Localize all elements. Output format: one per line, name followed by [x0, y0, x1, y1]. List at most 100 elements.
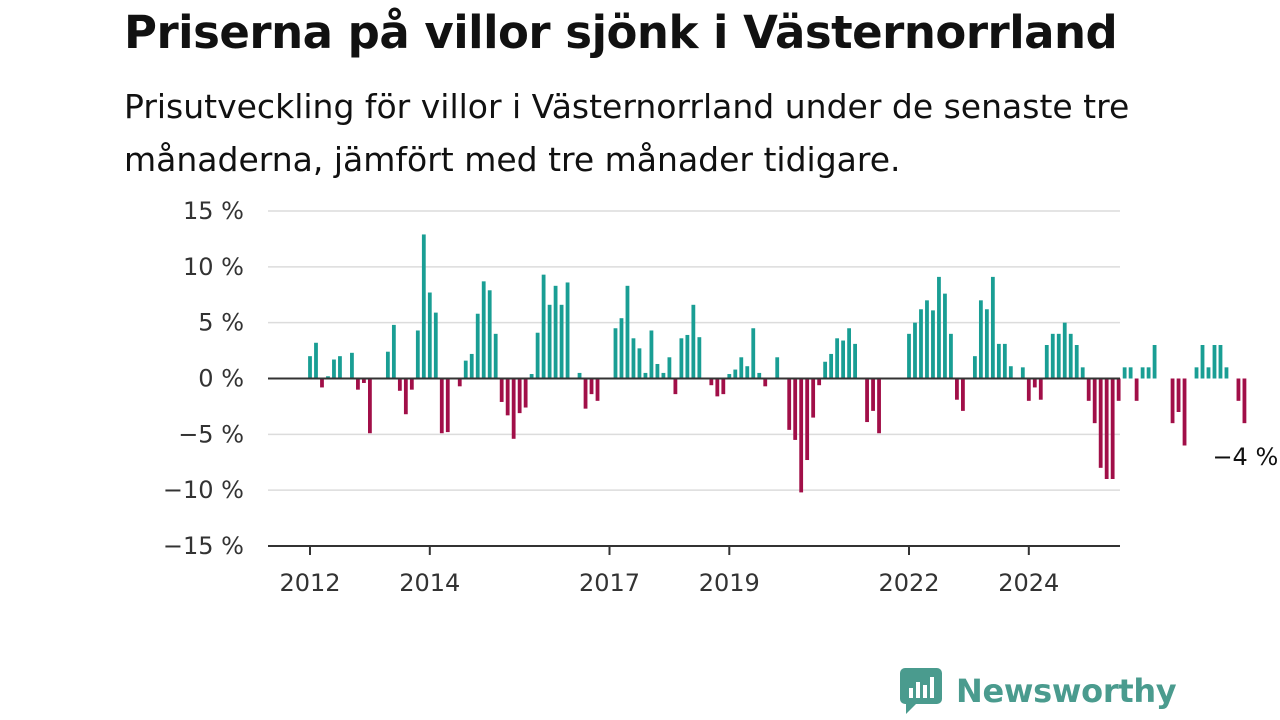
- bar: [415, 330, 420, 379]
- bar: [1170, 378, 1175, 424]
- bar: [757, 372, 762, 379]
- chart-title: Priserna på villor sjönk i Västernorrlan…: [124, 6, 1118, 59]
- bar: [691, 304, 696, 379]
- bar-chart-logo-icon: [900, 668, 942, 714]
- bar: [391, 324, 396, 379]
- bar: [823, 361, 828, 379]
- bar: [523, 378, 528, 408]
- bar: [1116, 378, 1121, 401]
- bar: [925, 300, 929, 379]
- bar: [949, 333, 953, 379]
- bar: [984, 309, 989, 379]
- y-tick-label: −10 %: [163, 476, 244, 504]
- bar: [721, 378, 726, 395]
- x-tick-label: 2024: [998, 569, 1059, 597]
- y-tick-label: 15 %: [183, 197, 244, 225]
- bar: [445, 378, 450, 433]
- newsworthy-logo[interactable]: Newsworthy: [900, 668, 1177, 714]
- bar: [368, 378, 372, 434]
- bar: [1206, 367, 1211, 379]
- bar: [350, 352, 354, 379]
- y-tick-label: 0 %: [198, 365, 244, 393]
- bar: [505, 378, 510, 416]
- bar: [433, 312, 438, 379]
- bar: [1212, 345, 1217, 379]
- bar: [811, 378, 816, 418]
- bar: [421, 234, 426, 379]
- bar: [1050, 333, 1055, 379]
- x-tick-label: 2019: [699, 569, 760, 597]
- bar: [619, 318, 624, 379]
- bar: [535, 332, 540, 379]
- bar: [978, 300, 983, 379]
- bar: [661, 372, 666, 379]
- bar: [835, 338, 840, 379]
- bar: [799, 378, 804, 493]
- bar: [511, 378, 516, 439]
- grid: [268, 210, 1120, 491]
- axes: [268, 377, 1120, 555]
- y-tick-label: −15 %: [163, 532, 244, 560]
- bar: [589, 378, 594, 395]
- bar: [565, 282, 570, 379]
- bar: [1080, 367, 1085, 379]
- bar: [529, 374, 534, 379]
- bar: [1152, 345, 1157, 379]
- bar: [583, 378, 588, 409]
- bar: [338, 356, 342, 379]
- x-tick-label: 2014: [399, 569, 460, 597]
- bar: [1122, 367, 1127, 379]
- bar: [362, 378, 366, 383]
- bar: [439, 378, 444, 434]
- bar: [577, 372, 582, 379]
- bar: [469, 353, 474, 379]
- bar: [463, 360, 468, 379]
- bar: [541, 274, 546, 379]
- bar: [457, 378, 462, 387]
- bar: [709, 378, 714, 386]
- bar: [649, 330, 654, 379]
- bar: [817, 378, 822, 386]
- bar: [990, 276, 995, 379]
- bar: [1074, 345, 1079, 379]
- bar: [727, 374, 732, 379]
- bar: [356, 378, 360, 390]
- brand-name: Newsworthy: [956, 672, 1177, 710]
- bar: [829, 353, 834, 379]
- bar: [1200, 345, 1205, 379]
- x-tick-label: 2012: [279, 569, 340, 597]
- bar: [853, 343, 857, 379]
- bar: [1002, 343, 1007, 379]
- bars: [308, 234, 1247, 493]
- bar: [865, 378, 869, 423]
- bar: [667, 357, 672, 379]
- bar: [871, 378, 875, 411]
- bar: [1218, 345, 1223, 379]
- bar: [907, 333, 911, 379]
- bar: [385, 351, 390, 379]
- bar: [1134, 378, 1139, 401]
- bar: [1110, 378, 1115, 479]
- y-tick-label: −5 %: [178, 420, 244, 448]
- bar: [487, 290, 492, 379]
- bar: [631, 338, 636, 379]
- bar: [715, 378, 720, 397]
- bar: [427, 292, 432, 379]
- bar: [1242, 378, 1247, 424]
- bar: [877, 378, 881, 434]
- bar: [733, 369, 738, 379]
- bar: [499, 378, 504, 402]
- bar: [1038, 378, 1043, 400]
- bar: [409, 378, 414, 390]
- bar: [1062, 322, 1067, 379]
- bar: [805, 378, 810, 461]
- bar: [326, 376, 330, 379]
- last-value-annotation: −4 %: [1212, 443, 1278, 471]
- bar: [955, 378, 959, 400]
- bar: [739, 357, 744, 379]
- chart-subtitle: Prisutveckling för villor i Västernorrla…: [124, 87, 1130, 179]
- bar: [314, 342, 318, 379]
- y-tick-label: 10 %: [183, 253, 244, 281]
- y-tick-label: 5 %: [198, 309, 244, 337]
- bar: [332, 359, 336, 379]
